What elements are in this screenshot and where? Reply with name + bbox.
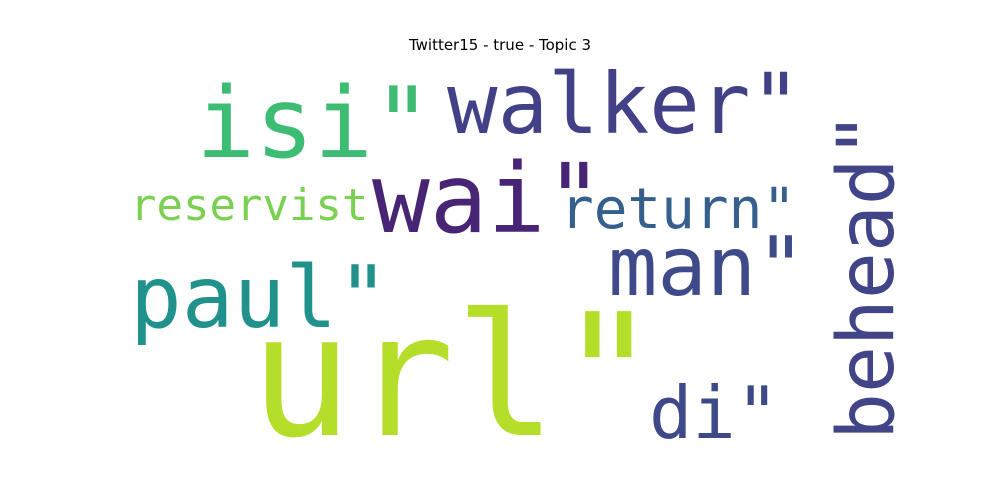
word-cloud-words: url" wai"isi" walker" paul" man" di" behead" re… bbox=[130, 55, 912, 476]
word-man: man" bbox=[608, 220, 805, 315]
chart-title: Twitter15 - true - Topic 3 bbox=[408, 36, 592, 54]
word-paul: paul" bbox=[130, 248, 389, 348]
word-behead: behead" bbox=[822, 111, 912, 440]
word-reservist: reservist bbox=[130, 180, 368, 231]
word-return: return" bbox=[560, 177, 796, 242]
word-di: di" bbox=[649, 371, 779, 455]
word-isi: isi" bbox=[196, 67, 432, 181]
word-wai: wai" bbox=[372, 143, 603, 255]
word-walker: walker" bbox=[447, 55, 801, 153]
word-url: url" bbox=[250, 278, 659, 476]
